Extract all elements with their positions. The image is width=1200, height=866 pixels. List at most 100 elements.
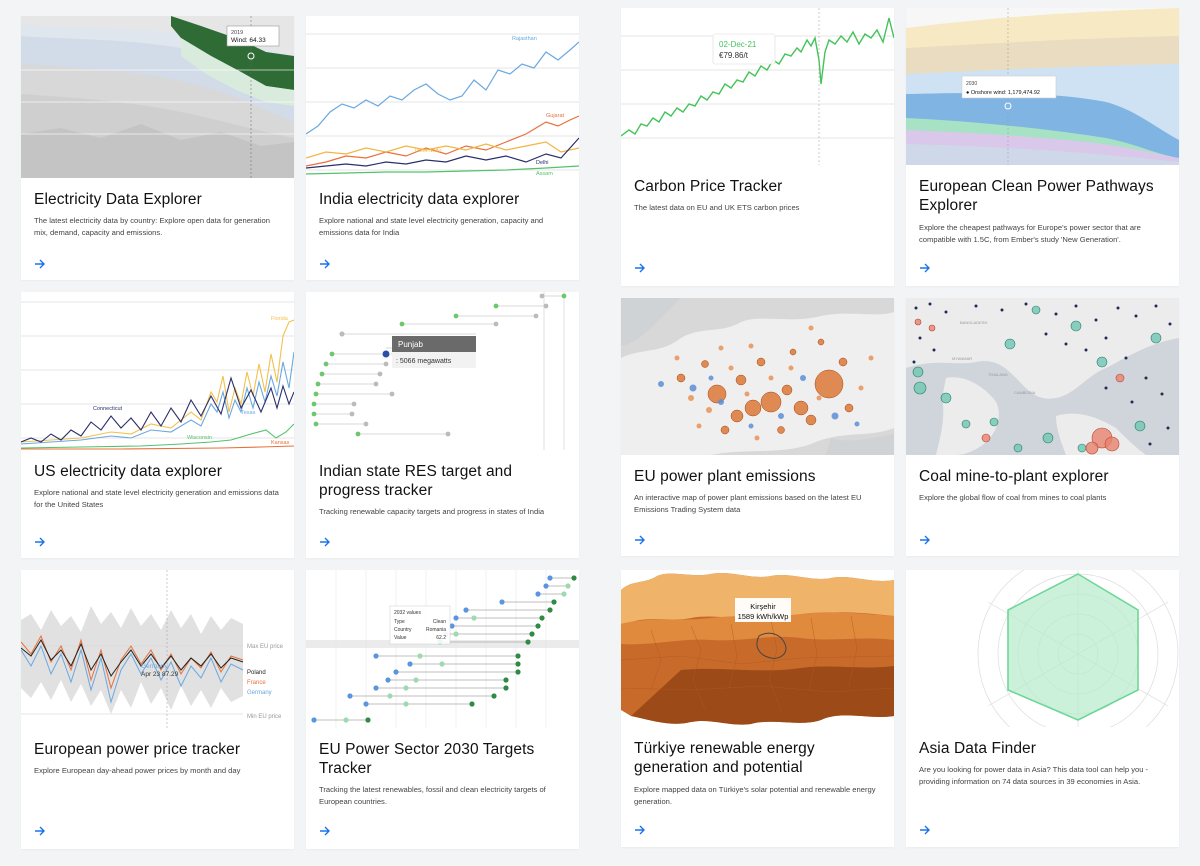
arrow-right-icon[interactable]	[34, 826, 46, 836]
card-title: India electricity data explorer	[319, 191, 520, 208]
tooltip-state: Punjab	[398, 340, 423, 349]
card-thumbnail: Kirşehir 1589 kWh/kWp	[621, 570, 894, 727]
tooltip-place: Kirşehir	[750, 602, 776, 611]
solar-potential-map-image: Kirşehir 1589 kWh/kWp	[621, 570, 894, 727]
card-description: Are you looking for power data in Asia? …	[919, 765, 1149, 786]
pathway-area-chart-image: 2030 ● Onshore wind: 1,179,474.92	[906, 8, 1179, 165]
tooltip-value: 62.2	[436, 635, 446, 641]
card-thumbnail	[621, 298, 894, 455]
tooltip-key: Type	[394, 619, 405, 625]
tooltip-value: Apr 23 87.29	[141, 671, 179, 678]
arrow-right-icon[interactable]	[634, 263, 646, 273]
card-thumbnail: 2032 values Type Clean Country Romania V…	[306, 570, 579, 728]
map-label-bangladesh: BANGLADESH	[960, 320, 987, 325]
card-thumbnail: 2030 ● Onshore wind: 1,179,474.92	[906, 8, 1179, 165]
card-thumbnail: Rajasthan Gujarat Tamil Nadu Delhi Assam	[306, 16, 579, 178]
line-chart-image: Rajasthan Gujarat Tamil Nadu Delhi Assam	[306, 16, 579, 178]
card-thumbnail: 2019 Wind: 64.33	[21, 16, 294, 178]
card-coal-mine-to-plant-explorer[interactable]: BANGLADESH MYANMAR THAILAND CAMBODIA	[906, 298, 1179, 556]
card-thumbnail: Florida Connecticut Texas Wisconsin Kans…	[21, 292, 294, 450]
targets-dumbbell-chart-image: 2032 values Type Clean Country Romania V…	[306, 570, 579, 728]
card-title: European power price tracker	[34, 741, 241, 758]
label-france: France	[247, 680, 266, 686]
tooltip-year: 2019	[231, 30, 243, 36]
card-title: Coal mine-to-plant explorer	[919, 468, 1109, 485]
card-title: European Clean Power Pathways Explorer	[919, 178, 1154, 214]
arrow-right-icon[interactable]	[634, 825, 646, 835]
price-band-chart-image: Germany Apr 23 87.29 Max EU price Poland…	[21, 570, 294, 728]
arrow-right-icon[interactable]	[919, 825, 931, 835]
map-label-myanmar: MYANMAR	[952, 356, 972, 361]
card-description: The latest data on EU and UK ETS carbon …	[634, 203, 800, 212]
label-wisconsin: Wisconsin	[187, 435, 212, 441]
tooltip-date: 02-Dec-21	[719, 40, 757, 49]
card-description: Explore European day-ahead power prices …	[34, 766, 241, 775]
card-description: Explore national and state level electri…	[319, 216, 544, 237]
card-title: US electricity data explorer	[34, 463, 223, 480]
card-thumbnail: Punjab : 5066 megawatts	[306, 292, 579, 450]
card-indian-state-res-target-tracker[interactable]: Punjab : 5066 megawatts Indian state RES…	[306, 292, 579, 558]
card-description: Explore mapped data on Türkiye's solar p…	[634, 785, 876, 806]
multi-line-chart-image: Florida Connecticut Texas Wisconsin Kans…	[21, 292, 294, 450]
label-min-eu-price: Min EU price	[247, 714, 282, 720]
dumbbell-chart-image: Punjab : 5066 megawatts	[306, 292, 579, 450]
card-india-electricity-data-explorer[interactable]: Rajasthan Gujarat Tamil Nadu Delhi Assam…	[306, 16, 579, 280]
card-european-power-price-tracker[interactable]: Germany Apr 23 87.29 Max EU price Poland…	[21, 570, 294, 849]
arrow-right-icon[interactable]	[319, 537, 331, 547]
label-poland: Poland	[247, 670, 266, 676]
radar-chart-image	[906, 570, 1179, 727]
label-tamil-nadu: Tamil Nadu	[414, 148, 442, 154]
card-eu-power-plant-emissions[interactable]: EU power plant emissions An interactive …	[621, 298, 894, 556]
arrow-right-icon[interactable]	[319, 259, 331, 269]
card-title: EU power plant emissions	[634, 468, 816, 485]
tooltip-value: €79.86/t	[719, 51, 749, 60]
stacked-area-chart-image: 2019 Wind: 64.33	[21, 16, 294, 178]
card-description: Explore the cheapest pathways for Europe…	[919, 223, 1141, 244]
card-description: An interactive map of power plant emissi…	[634, 493, 862, 514]
label-connecticut: Connecticut	[93, 406, 123, 412]
arrow-right-icon[interactable]	[34, 259, 46, 269]
card-electricity-data-explorer[interactable]: 2019 Wind: 64.33 Electricity Data Explor…	[21, 16, 294, 280]
card-eu-power-sector-2030-targets-tracker[interactable]: 2032 values Type Clean Country Romania V…	[306, 570, 579, 849]
map-label-thailand: THAILAND	[988, 372, 1008, 377]
arrow-right-icon[interactable]	[919, 535, 931, 545]
card-description: Tracking renewable capacity targets and …	[319, 507, 545, 516]
card-title: Electricity Data Explorer	[34, 191, 202, 208]
label-kansas: Kansas	[271, 440, 290, 446]
card-title: EU Power Sector 2030 Targets Tracker	[319, 741, 535, 777]
label-florida: Florida	[271, 316, 289, 322]
arrow-right-icon[interactable]	[34, 537, 46, 547]
label-texas: Texas	[241, 410, 256, 416]
card-title: Asia Data Finder	[919, 740, 1037, 757]
card-description: Explore the global flow of coal from min…	[919, 493, 1107, 502]
label-delhi: Delhi	[536, 160, 549, 166]
card-us-electricity-data-explorer[interactable]: Florida Connecticut Texas Wisconsin Kans…	[21, 292, 294, 558]
map-label-cambodia: CAMBODIA	[1014, 390, 1036, 395]
label-assam: Assam	[536, 171, 553, 177]
tooltip-value: Clean	[433, 619, 446, 625]
card-description: Tracking the latest renewables, fossil a…	[319, 785, 546, 806]
card-turkiye-renewable-energy[interactable]: Kirşehir 1589 kWh/kWp Türkiye renewable …	[621, 570, 894, 847]
label-gujarat: Gujarat	[546, 113, 565, 119]
tooltip-value: ● Onshore wind: 1,179,474.92	[966, 90, 1040, 96]
card-title: Carbon Price Tracker	[634, 178, 783, 195]
tooltip-value: Romania	[426, 627, 446, 633]
tooltip-year: 2030	[966, 81, 977, 87]
arrow-right-icon[interactable]	[319, 826, 331, 836]
tooltip-key: Value	[394, 635, 407, 641]
card-title: Türkiye renewable energy generation and …	[634, 740, 815, 776]
card-thumbnail: 02-Dec-21 €79.86/t	[621, 8, 894, 165]
arrow-right-icon[interactable]	[919, 263, 931, 273]
card-thumbnail: BANGLADESH MYANMAR THAILAND CAMBODIA	[906, 298, 1179, 455]
coal-flow-map-image: BANGLADESH MYANMAR THAILAND CAMBODIA	[906, 298, 1179, 455]
tooltip-value: : 5066 megawatts	[396, 358, 452, 365]
tooltip-series: Germany	[141, 663, 168, 670]
card-carbon-price-tracker[interactable]: 02-Dec-21 €79.86/t Carbon Price Tracker …	[621, 8, 894, 286]
card-european-clean-power-pathways-explorer[interactable]: 2030 ● Onshore wind: 1,179,474.92 Europe…	[906, 8, 1179, 286]
label-rajasthan: Rajasthan	[512, 36, 537, 42]
arrow-right-icon[interactable]	[634, 535, 646, 545]
tooltip-key: Country	[394, 627, 412, 633]
label-max-eu-price: Max EU price	[247, 644, 284, 650]
card-asia-data-finder[interactable]: Asia Data Finder Are you looking for pow…	[906, 570, 1179, 847]
label-germany: Germany	[247, 690, 272, 696]
